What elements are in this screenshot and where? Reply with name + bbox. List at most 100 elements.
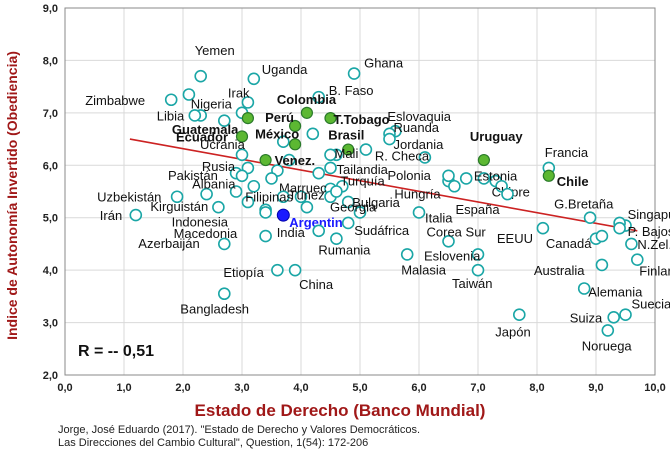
y-axis-label: Indice de Autonomía Invertido (Obedienci… <box>4 51 20 340</box>
data-point <box>418 151 432 164</box>
data-point <box>359 143 373 156</box>
data-point <box>164 93 178 107</box>
data-label: Australia <box>534 263 585 278</box>
data-point <box>341 216 355 230</box>
data-label: Irán <box>100 208 122 223</box>
data-label: España <box>456 202 501 217</box>
data-point <box>200 187 213 201</box>
data-label: Guatemala <box>172 122 239 137</box>
data-point <box>471 248 485 261</box>
data-point <box>259 206 272 219</box>
data-point <box>324 111 337 125</box>
data-point <box>341 195 355 209</box>
source-line-2: Las Direcciones del Cambio Cultural", Qu… <box>58 437 368 449</box>
data-point <box>312 224 326 238</box>
data-label: Noruega <box>582 338 633 353</box>
data-label: Colombia <box>277 92 337 107</box>
data-label: Pakistán <box>168 168 218 183</box>
data-label: Argentina <box>289 215 350 230</box>
data-label: Uganda <box>262 62 308 77</box>
data-point <box>442 235 455 248</box>
data-label: Ucrania <box>200 137 246 152</box>
data-label: Albania <box>192 177 236 192</box>
data-point <box>448 179 461 193</box>
data-label: Singapur <box>628 207 670 222</box>
trend-line <box>129 138 638 232</box>
data-point <box>312 90 326 104</box>
x-tick-label: 8,0 <box>529 382 544 394</box>
data-label: Etiopía <box>223 265 264 280</box>
data-point <box>276 190 290 204</box>
data-point <box>212 200 225 214</box>
plot-frame <box>64 7 656 376</box>
data-point <box>276 135 290 148</box>
data-label: Filipinas <box>245 190 293 205</box>
data-label: Uruguay <box>470 129 524 144</box>
y-tick-label: 8,0 <box>43 55 58 67</box>
data-label: Malasia <box>401 262 447 277</box>
data-label: Ghana <box>364 56 404 71</box>
data-point <box>459 172 473 185</box>
data-label: Hungría <box>394 186 441 201</box>
data-label: G.Bretaña <box>554 197 614 212</box>
data-point <box>300 106 313 119</box>
x-tick-label: 2,0 <box>175 382 190 394</box>
data-label: Francia <box>545 145 589 160</box>
data-label: Bangladesh <box>180 302 249 317</box>
data-point <box>400 248 414 261</box>
y-tick-label: 9,0 <box>43 3 58 15</box>
data-label: Estonia <box>474 168 518 183</box>
data-label: Tailandia <box>337 162 389 177</box>
data-point <box>194 69 207 83</box>
data-point <box>501 187 514 201</box>
data-point <box>312 166 326 180</box>
data-point <box>188 109 202 122</box>
data-label: Rusia <box>202 159 236 174</box>
data-point <box>330 232 343 245</box>
data-point <box>347 67 361 80</box>
data-point <box>294 190 308 204</box>
x-tick-label: 1,0 <box>116 382 131 394</box>
data-point <box>471 263 485 277</box>
data-label: Uzbekistán <box>97 190 161 205</box>
y-tick-label: 4,0 <box>43 265 58 277</box>
data-label: Azerbaiján <box>138 236 199 251</box>
x-tick-label: 0,0 <box>57 382 72 394</box>
data-label: N.Zel. <box>637 237 670 252</box>
data-label: China <box>299 277 334 292</box>
data-label: Indonesia <box>172 214 229 229</box>
data-label: Corea Sur <box>427 224 487 239</box>
data-label: Rumania <box>318 243 371 258</box>
data-point <box>601 324 615 337</box>
data-point <box>300 200 314 214</box>
x-tick-label: 4,0 <box>293 382 308 394</box>
data-point <box>276 208 290 222</box>
data-label: Turquía <box>340 174 385 189</box>
data-label: Perú <box>265 110 294 125</box>
data-point <box>324 161 337 175</box>
data-point <box>619 308 632 322</box>
data-point <box>241 195 255 209</box>
data-label: Polonia <box>388 168 432 183</box>
data-point <box>577 282 591 295</box>
data-label: Italia <box>425 210 453 225</box>
data-point <box>259 229 272 243</box>
x-axis-label: Estado de Derecho (Banco Mundial) <box>195 401 486 420</box>
data-label: Yemen <box>195 43 235 58</box>
data-label: Canadá <box>546 236 592 251</box>
y-tick-label: 2,0 <box>43 370 58 382</box>
x-tick-label: 3,0 <box>234 382 249 394</box>
x-tick-label: 7,0 <box>470 382 485 394</box>
data-point <box>218 287 231 301</box>
data-label: Suecia <box>632 297 670 312</box>
data-point <box>235 169 249 183</box>
data-label: Alemania <box>588 284 643 299</box>
y-tick-label: 5,0 <box>43 213 58 225</box>
data-point <box>625 237 638 251</box>
data-point <box>542 169 555 182</box>
data-point <box>282 153 296 167</box>
data-point <box>235 130 249 143</box>
data-point <box>630 253 644 266</box>
